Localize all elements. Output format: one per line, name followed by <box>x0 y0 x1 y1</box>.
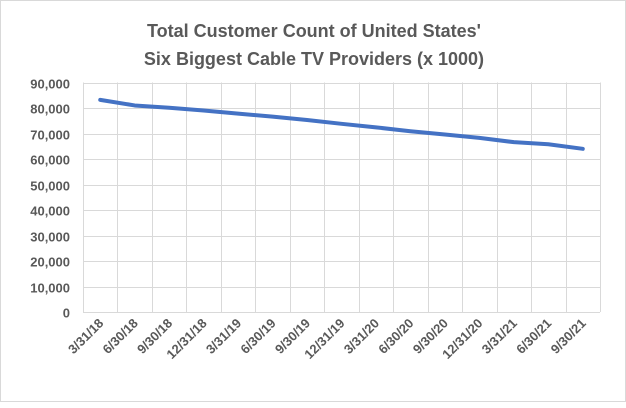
chart-title-line-1: Total Customer Count of United States' <box>147 21 481 41</box>
chart-title-line-2: Six Biggest Cable TV Providers (x 1000) <box>144 49 484 69</box>
y-tick-label: 20,000 <box>30 255 70 270</box>
x-tick-label: 3/31/21 <box>479 316 520 357</box>
x-tick-label: 3/31/20 <box>341 316 382 357</box>
y-tick-label: 90,000 <box>30 77 70 92</box>
x-tick-label: 6/30/21 <box>513 316 554 357</box>
y-tick-label: 70,000 <box>30 128 70 143</box>
y-tick-label: 30,000 <box>30 230 70 245</box>
y-tick-label: 40,000 <box>30 204 70 219</box>
x-tick-label: 3/31/18 <box>65 316 106 357</box>
x-tick-label: 3/31/19 <box>203 316 244 357</box>
x-tick-label: 6/30/19 <box>237 316 278 357</box>
series-line <box>100 100 583 149</box>
y-tick-label: 0 <box>63 306 70 321</box>
x-tick-label: 6/30/18 <box>100 316 141 357</box>
y-tick-label: 80,000 <box>30 102 70 117</box>
y-tick-label: 60,000 <box>30 153 70 168</box>
y-tick-label: 50,000 <box>30 179 70 194</box>
y-tick-label: 10,000 <box>30 281 70 296</box>
x-tick-label: 6/30/20 <box>375 316 416 357</box>
x-tick-label: 9/30/21 <box>548 316 589 357</box>
